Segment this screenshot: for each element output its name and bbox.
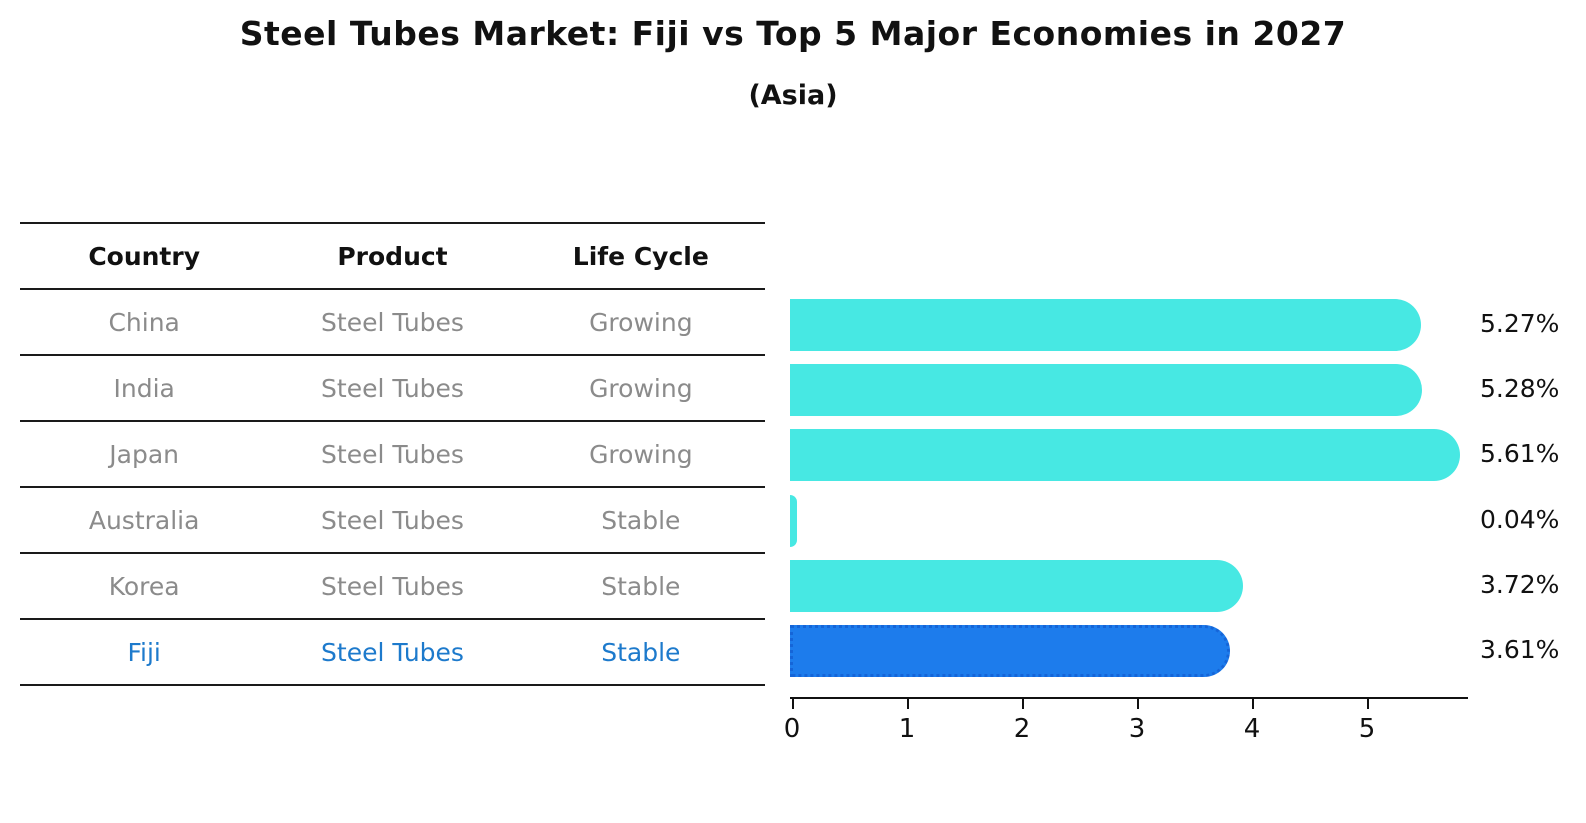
table-header-cell: Country: [88, 241, 201, 271]
x-axis-tick-label: 0: [783, 714, 801, 744]
bar-india: [790, 364, 1423, 417]
x-axis-tick: [1137, 699, 1139, 709]
table-header-cell: Life Cycle: [572, 241, 709, 271]
cell-country: China: [108, 307, 180, 337]
table-header-cell: Product: [337, 241, 448, 271]
x-axis-tick-label: 3: [1128, 714, 1146, 744]
bar-korea: [790, 559, 1243, 612]
cell-product: Steel Tubes: [321, 571, 464, 601]
table-row: Australia Steel Tubes Stable: [20, 488, 765, 554]
x-axis-tick-label: 4: [1243, 714, 1261, 744]
x-axis-tick: [907, 699, 909, 709]
bar-japan: [790, 429, 1461, 482]
cell-country: Korea: [108, 571, 180, 601]
table-row: Fiji Steel Tubes Stable: [20, 620, 765, 686]
bar-fiji-highlight: [790, 625, 1231, 677]
bar-value-label: 0.04%: [1480, 504, 1560, 534]
cell-country: India: [113, 373, 175, 403]
x-axis-tick: [792, 699, 794, 709]
cell-product: Steel Tubes: [321, 439, 464, 469]
bar-value-label: 5.61%: [1480, 439, 1560, 469]
x-axis-tick: [1022, 699, 1024, 709]
cell-life-cycle: Stable: [601, 505, 681, 535]
x-axis-tick-label: 2: [1013, 714, 1031, 744]
page-subtitle: (Asia): [748, 80, 838, 111]
cell-product: Steel Tubes: [321, 637, 464, 667]
table-row: Korea Steel Tubes Stable: [20, 554, 765, 620]
cell-country: Japan: [109, 439, 180, 469]
cell-country: Fiji: [127, 637, 161, 667]
bar-china: [790, 299, 1422, 351]
bar-value-label: 3.61%: [1480, 635, 1560, 664]
table-row: India Steel Tubes Growing: [20, 356, 765, 422]
data-table: Country Product Life Cycle China Steel Tubes…: [20, 222, 765, 686]
x-axis-tick: [1252, 699, 1254, 709]
bar-value-label: 3.72%: [1480, 569, 1560, 599]
bar-chart-plot: 5.27% 5.28% 5.61% 0.04% 3.72% 3.61% 0 1 2 3 4 5: [784, 222, 1586, 782]
cell-life-cycle: Growing: [589, 307, 693, 337]
table-row: China Steel Tubes Growing: [20, 290, 765, 356]
table-row: Japan Steel Tubes Growing: [20, 422, 765, 488]
cell-life-cycle: Stable: [601, 571, 681, 601]
bar-value-label: 5.28%: [1480, 374, 1560, 404]
x-axis-tick-label: 1: [898, 714, 916, 744]
cell-life-cycle: Growing: [589, 439, 693, 469]
cell-product: Steel Tubes: [321, 307, 464, 337]
bar-australia: [790, 494, 797, 547]
x-axis: [790, 697, 1468, 699]
cell-country: Australia: [88, 505, 200, 535]
page-title: Steel Tubes Market: Fiji vs Top 5 Major …: [239, 14, 1347, 53]
x-axis-tick: [1367, 699, 1369, 709]
cell-life-cycle: Growing: [589, 373, 693, 403]
bar-value-label: 5.27%: [1480, 309, 1560, 338]
table-header-row: Country Product Life Cycle: [20, 224, 765, 290]
cell-product: Steel Tubes: [321, 373, 464, 403]
cell-product: Steel Tubes: [321, 505, 464, 535]
cell-life-cycle: Stable: [601, 637, 681, 667]
x-axis-tick-label: 5: [1358, 714, 1376, 744]
